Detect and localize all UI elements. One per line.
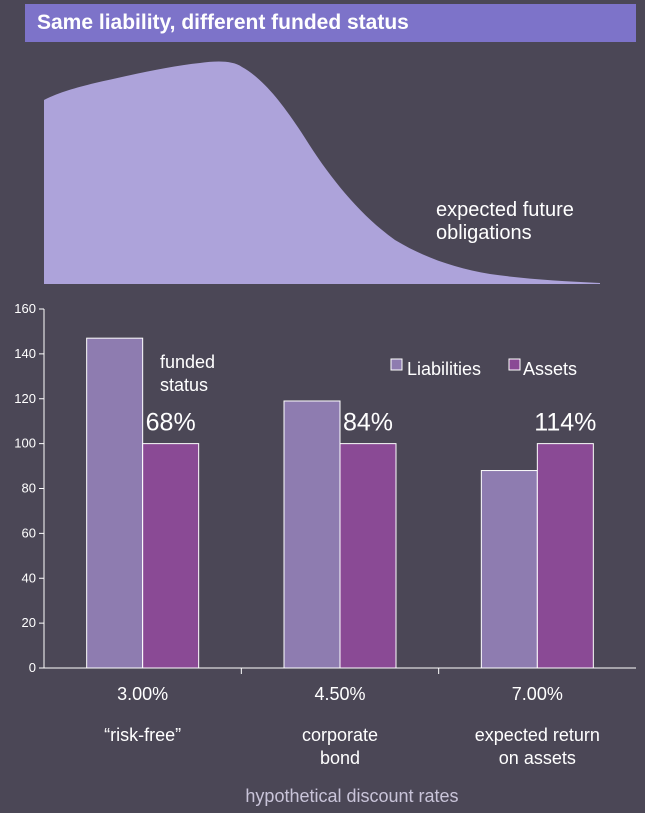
bar-assets-0 xyxy=(142,443,200,669)
x-category-description: on assets xyxy=(499,748,576,768)
slide-title: Same liability, different funded status xyxy=(37,11,409,34)
funded-status-label-line-2: status xyxy=(160,375,208,395)
x-category-description: corporate xyxy=(302,725,378,745)
funded-status-value: 114% xyxy=(534,409,596,437)
chart-bars xyxy=(86,337,594,669)
y-tick-label: 120 xyxy=(14,391,36,406)
funded-status-value: 84% xyxy=(343,409,393,437)
y-tick-label: 160 xyxy=(14,301,36,316)
y-tick-label: 80 xyxy=(22,481,36,496)
bar-liabilities-0 xyxy=(86,337,144,669)
y-tick-label: 140 xyxy=(14,346,36,361)
y-tick-label: 100 xyxy=(14,436,36,451)
y-tick-label: 0 xyxy=(29,660,36,675)
bar-liabilities-1 xyxy=(283,400,341,669)
legend-label-assets: Assets xyxy=(523,359,577,379)
curve-label-line-1: expected future xyxy=(436,199,574,221)
bar-assets-2 xyxy=(536,443,594,669)
y-tick-label: 20 xyxy=(22,615,36,630)
x-category-label: 4.50% xyxy=(314,684,365,704)
x-category-description: “risk-free” xyxy=(104,725,181,745)
x-category-label: 3.00% xyxy=(117,684,168,704)
x-category-description: expected return xyxy=(475,725,600,745)
obligations-curve xyxy=(44,61,600,284)
bar-liabilities-2 xyxy=(480,470,538,669)
legend-swatch-liabilities xyxy=(390,358,403,371)
y-tick-label: 60 xyxy=(22,525,36,540)
title-bar: Same liability, different funded status xyxy=(25,4,636,42)
legend-label-liabilities: Liabilities xyxy=(407,359,481,379)
x-category-description: bond xyxy=(320,748,360,768)
funded-status-value: 68% xyxy=(146,409,196,437)
x-category-label: 7.00% xyxy=(512,684,563,704)
chart-labels: 3.00% “risk-free” 68% 4.50% corporate bond 84%… xyxy=(104,409,600,768)
y-tick-label: 40 xyxy=(22,570,36,585)
funded-status-label-line-1: funded xyxy=(160,352,215,372)
bar-assets-1 xyxy=(339,443,397,669)
curve-label-line-2: obligations xyxy=(436,222,532,244)
legend: Liabilities Assets xyxy=(390,358,577,379)
x-axis-title: hypothetical discount rates xyxy=(245,786,458,806)
legend-swatch-assets xyxy=(508,358,521,371)
